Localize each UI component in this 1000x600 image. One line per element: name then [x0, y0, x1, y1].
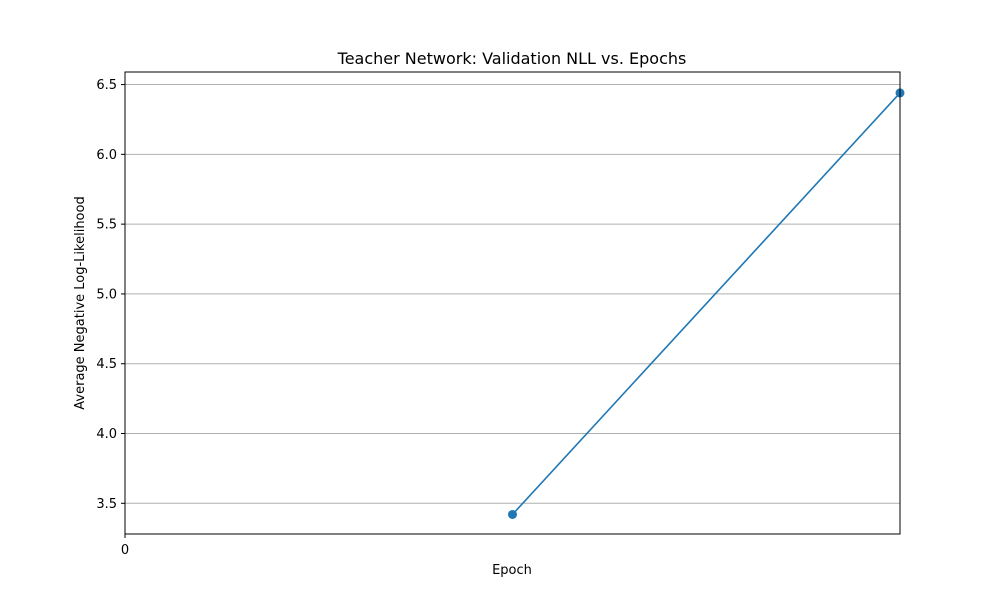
x-axis-label: Epoch	[492, 563, 532, 578]
chart-title: Teacher Network: Validation NLL vs. Epoc…	[337, 49, 687, 68]
y-axis-label: Average Negative Log-Likelihood	[73, 196, 88, 409]
y-tick-label: 3.5	[96, 497, 117, 512]
y-tick-label: 5.0	[96, 287, 117, 302]
y-tick-label: 6.5	[96, 78, 117, 93]
x-tick-label: 0	[121, 543, 129, 558]
x-axis-ticks: 0	[121, 534, 129, 558]
data-point	[508, 509, 517, 519]
series-line	[511, 92, 901, 516]
plot-frame	[124, 71, 901, 535]
y-tick-label: 5.5	[96, 218, 117, 233]
grid-lines	[125, 84, 900, 504]
y-tick-label: 6.0	[96, 148, 117, 163]
y-axis-ticks: 3.5 4.0 4.5 5.0 5.5 6.0 6.5	[96, 78, 125, 512]
y-tick-label: 4.0	[96, 427, 117, 442]
y-tick-label: 4.5	[96, 357, 117, 372]
